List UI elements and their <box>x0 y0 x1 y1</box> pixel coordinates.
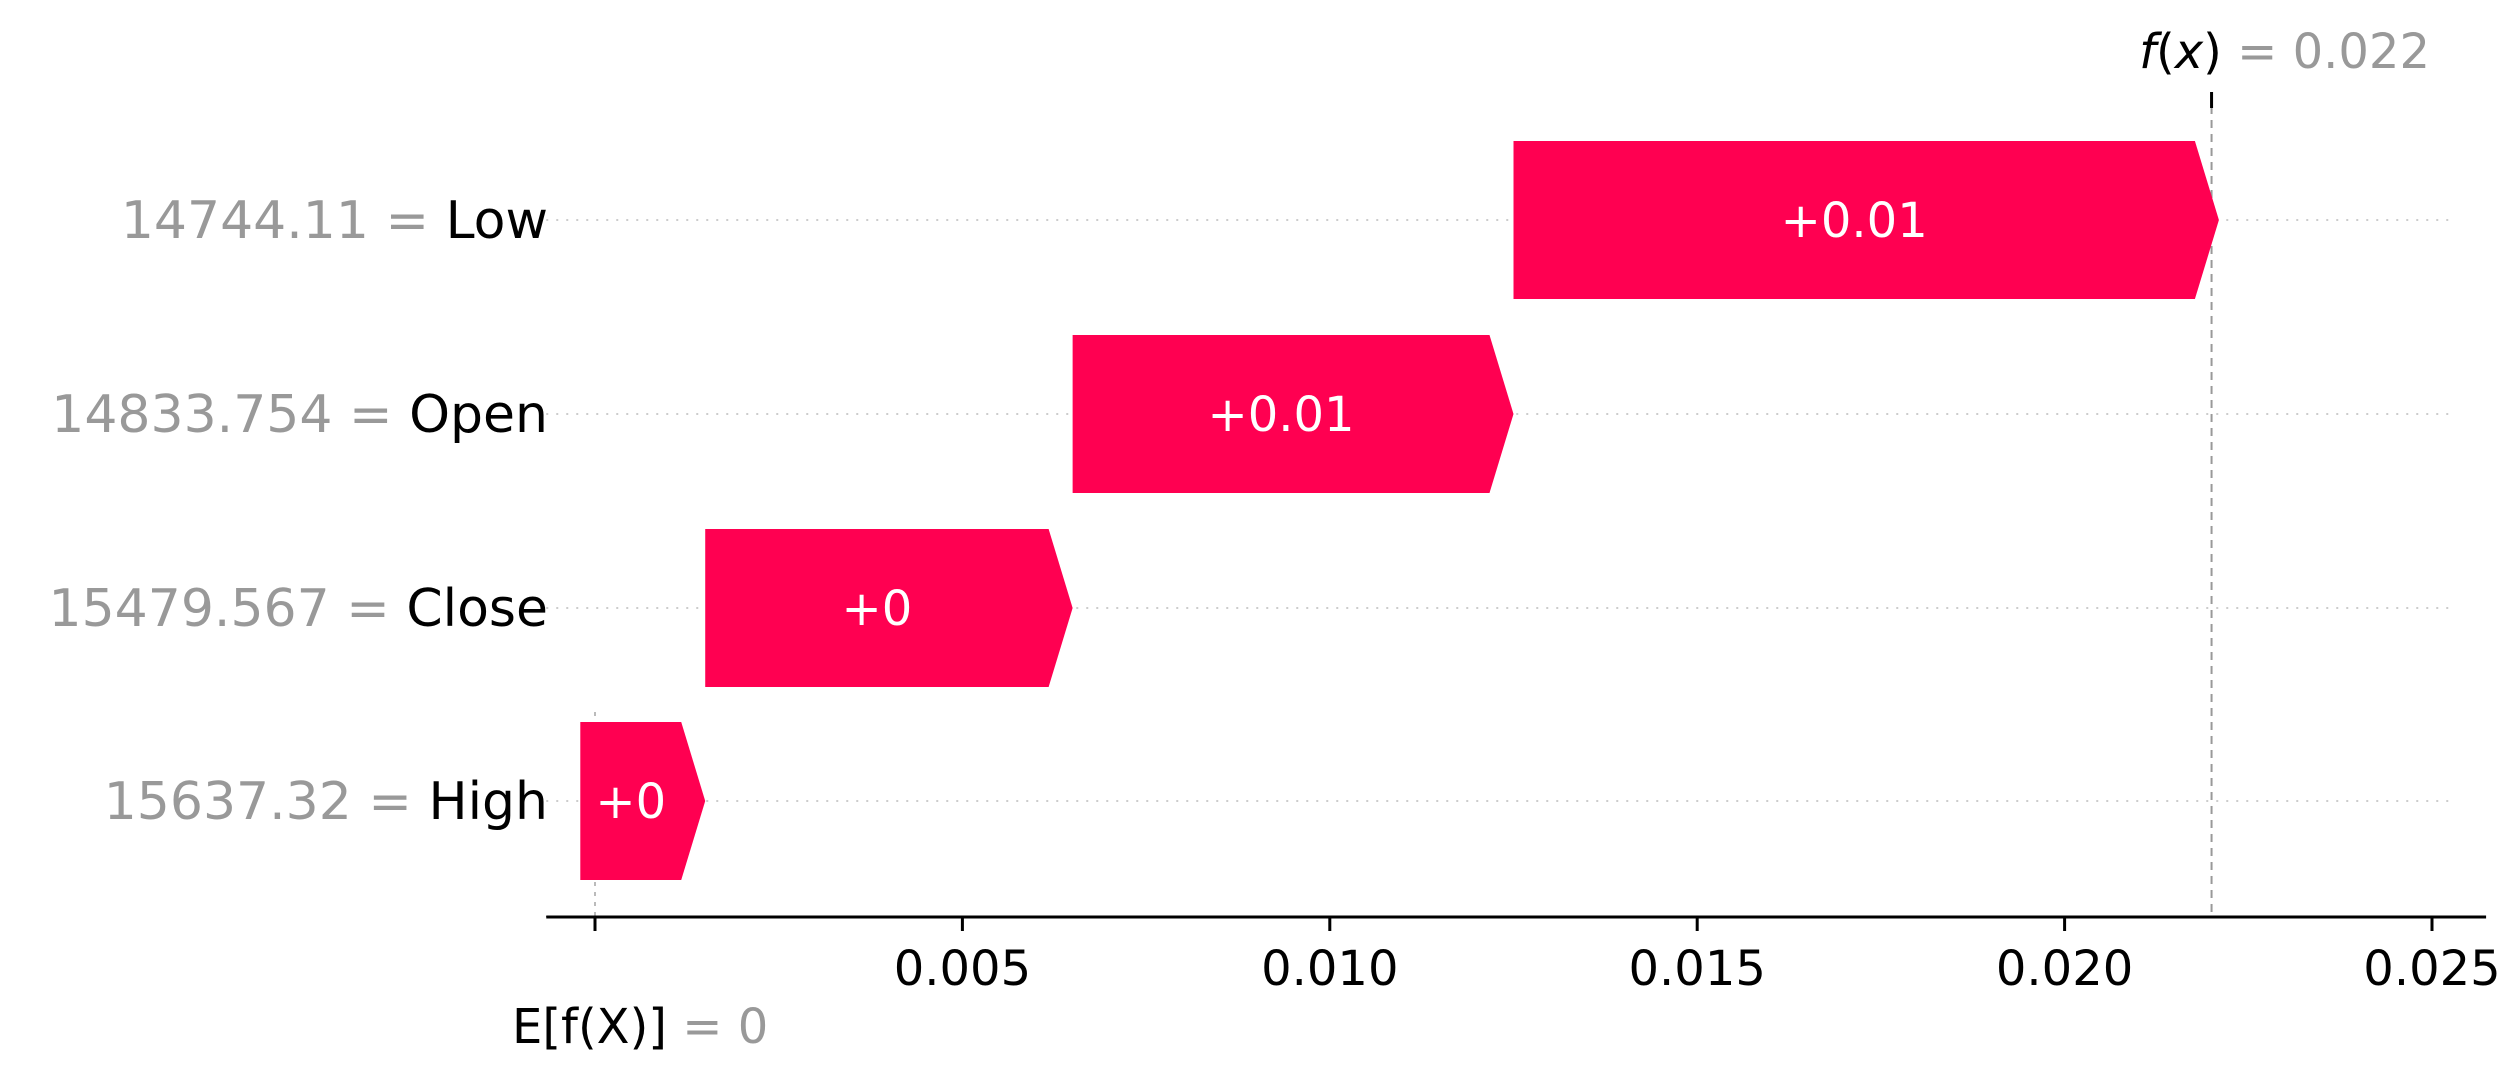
fx-value: 0.022 <box>2293 24 2430 80</box>
feature-value-low: 14744.11 <box>121 191 369 251</box>
bar-open <box>1072 335 1514 493</box>
fx-open-paren: ( <box>2156 24 2175 80</box>
bar-close <box>705 529 1073 687</box>
row-grid-lines <box>546 219 2457 802</box>
feature-label-high: 15637.32 = High <box>104 772 548 832</box>
feature-name-low: Low <box>446 191 548 251</box>
feature-bars: +0.01 +0.01 +0 +0 <box>580 141 2219 880</box>
fx-annotation: f(x) = 0.022 <box>2139 24 2430 80</box>
x-tick-label-2: 0.010 <box>1261 941 1398 997</box>
feature-labels: 14744.11 = Low 14833.754 = Open 15479.567 … <box>49 191 549 832</box>
efx-value: 0 <box>738 999 769 1055</box>
feature-value-open: 14833.754 <box>51 385 332 445</box>
feature-label-low: 14744.11 = Low <box>121 191 548 251</box>
efx-equals: = <box>667 999 738 1055</box>
feature-value-close: 15479.567 <box>49 579 330 639</box>
feature-equals-low: = <box>369 191 446 251</box>
feature-label-open: 14833.754 = Open <box>51 385 548 445</box>
feature-name-close: Close <box>406 579 548 639</box>
fx-var: x <box>2173 24 2204 80</box>
x-tick-label-1: 0.005 <box>894 941 1031 997</box>
feature-equals-high: = <box>352 772 429 832</box>
x-tick-label-5: 0.025 <box>2363 941 2500 997</box>
x-tick-label-3: 0.015 <box>1628 941 1765 997</box>
x-axis: 0.005 0.010 0.015 0.020 0.025 <box>546 915 2501 997</box>
bar-low <box>1513 141 2219 299</box>
efx-annotation: E[f(X)] = 0 <box>512 999 768 1055</box>
bar-label-close: +0 <box>842 581 913 637</box>
fx-close-paren: ) <box>2203 24 2222 80</box>
feature-value-high: 15637.32 <box>104 772 352 832</box>
feature-equals-open: = <box>332 385 409 445</box>
bar-high <box>580 722 706 880</box>
feature-label-close: 15479.567 = Close <box>49 579 549 639</box>
feature-equals-close: = <box>330 579 407 639</box>
bar-label-high: +0 <box>595 774 666 830</box>
bar-label-open: +0.01 <box>1208 387 1355 443</box>
fx-equals: = <box>2222 24 2293 80</box>
feature-name-high: High <box>428 772 548 832</box>
feature-name-open: Open <box>409 385 548 445</box>
efx-text: E[f(X)] <box>512 999 667 1055</box>
x-tick-label-4: 0.020 <box>1996 941 2133 997</box>
bar-label-low: +0.01 <box>1781 193 1928 249</box>
